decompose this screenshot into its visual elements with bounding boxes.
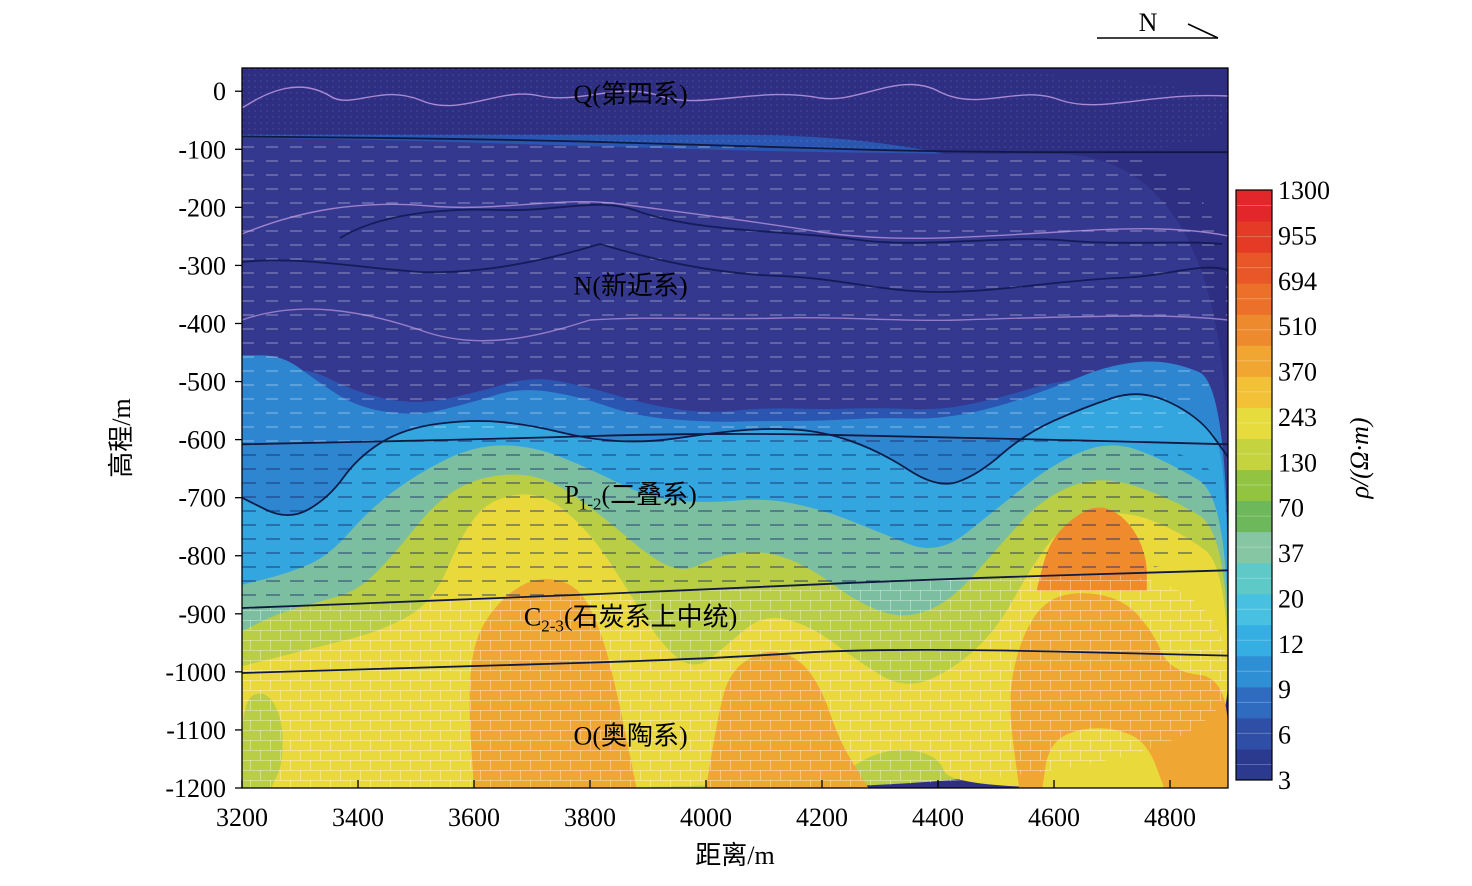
y-tick-label: -300 bbox=[178, 251, 226, 280]
north-label: N bbox=[1139, 8, 1158, 37]
north-arrow: N bbox=[1097, 8, 1219, 39]
x-tick-label: 3800 bbox=[564, 803, 616, 832]
y-tick-label: -1000 bbox=[165, 658, 226, 687]
boundary-p-c bbox=[242, 569, 1228, 609]
lithology-n bbox=[242, 136, 1228, 445]
x-tick-label: 4400 bbox=[912, 803, 964, 832]
contour-lines bbox=[242, 83, 1228, 342]
lithology-c-o bbox=[242, 574, 1228, 788]
colorbar-swatch bbox=[1236, 748, 1272, 781]
contour-line bbox=[339, 203, 1223, 245]
x-tick-label: 4800 bbox=[1144, 803, 1196, 832]
boundary-c-o bbox=[242, 648, 1228, 674]
colorbar-swatch bbox=[1236, 500, 1272, 533]
y-tick-label: -900 bbox=[178, 600, 226, 629]
y-tick-label: -800 bbox=[178, 542, 226, 571]
colorbar-swatch bbox=[1236, 283, 1272, 315]
colorbar-swatch bbox=[1236, 376, 1272, 408]
lithology-p bbox=[242, 433, 1228, 608]
colorbar-swatch bbox=[1236, 314, 1272, 346]
colorbar-swatch bbox=[1236, 438, 1272, 470]
stratum-labels: Q(第四系) N(新近系) P1-2(二叠系) C2-3(石炭系上中统) O(奥陶系) bbox=[524, 80, 737, 751]
colorbar-tick-label: 20 bbox=[1278, 585, 1304, 614]
y-tick-label: -400 bbox=[178, 309, 226, 338]
north-arrow-head bbox=[1187, 23, 1219, 39]
y-axis-label: 高程/m bbox=[107, 398, 136, 477]
colorbar-swatch bbox=[1236, 252, 1272, 284]
stratum-label: Q(第四系) bbox=[574, 80, 688, 109]
colorbar-frame bbox=[1235, 189, 1273, 781]
colorbar-tick-label: 955 bbox=[1278, 221, 1317, 250]
colorbar-swatch bbox=[1236, 717, 1272, 750]
boundary-q-n bbox=[242, 135, 1228, 154]
colorbar-tick-label: 1300 bbox=[1278, 176, 1330, 205]
y-axis: 0 -100 -200 -300 -400 -500 -600 -700 -800 -900 -10… bbox=[165, 77, 242, 803]
colorbar-swatch bbox=[1236, 221, 1272, 253]
x-axis-label: 距离/m bbox=[695, 841, 774, 870]
x-tick-label: 4000 bbox=[680, 803, 732, 832]
x-axis: 3200 3400 3600 3800 4000 4200 4400 4600 4800 bbox=[216, 780, 1196, 832]
contour-line bbox=[242, 201, 1228, 240]
y-tick-label: -100 bbox=[178, 135, 226, 164]
colorbar-tick-label: 9 bbox=[1278, 675, 1291, 704]
x-tick-label: 3200 bbox=[216, 803, 268, 832]
contour-line bbox=[242, 393, 1228, 516]
y-tick-label: -500 bbox=[178, 368, 226, 397]
plot-frame bbox=[241, 67, 1229, 789]
y-tick-label: -1200 bbox=[165, 774, 226, 803]
colorbar-swatch bbox=[1236, 531, 1272, 564]
colorbar-swatch bbox=[1236, 686, 1272, 719]
colorbar-swatch bbox=[1236, 562, 1272, 595]
y-tick-label: -200 bbox=[178, 193, 226, 222]
colorbar-swatch bbox=[1236, 190, 1272, 222]
colorbar-swatch bbox=[1236, 593, 1272, 626]
colorbar-tick-label: 70 bbox=[1278, 494, 1304, 523]
colorbar-tick-label: 12 bbox=[1278, 630, 1304, 659]
contour-line bbox=[242, 83, 1228, 109]
lithology-patterns bbox=[242, 68, 1228, 788]
plot-area: Q(第四系) N(新近系) P1-2(二叠系) C2-3(石炭系上中统) O(奥陶系) bbox=[242, 68, 1228, 788]
colorbar-tick-label: 370 bbox=[1278, 358, 1317, 387]
colorbar-tick-label: 6 bbox=[1278, 721, 1291, 750]
colorbar-tick-label: 510 bbox=[1278, 312, 1317, 341]
colorbar-swatch bbox=[1236, 407, 1272, 439]
x-tick-label: 3600 bbox=[448, 803, 500, 832]
x-tick-label: 4200 bbox=[796, 803, 848, 832]
colorbar-tick-label: 243 bbox=[1278, 403, 1317, 432]
stratum-label: N(新近系) bbox=[574, 272, 688, 301]
colorbar-swatch bbox=[1236, 345, 1272, 377]
colorbar-tick-label: 37 bbox=[1278, 539, 1304, 568]
lithology-q bbox=[242, 68, 1228, 153]
contour-line bbox=[242, 308, 1228, 342]
y-tick-label: -700 bbox=[178, 484, 226, 513]
colorbar-tick-label: 3 bbox=[1278, 766, 1291, 795]
y-tick-label: -600 bbox=[178, 426, 226, 455]
contour-line bbox=[242, 243, 1228, 293]
colorbar-swatch bbox=[1236, 655, 1272, 688]
x-tick-label: 4600 bbox=[1028, 803, 1080, 832]
stratum-label: P1-2(二叠系) bbox=[564, 481, 696, 514]
stratum-boundaries bbox=[242, 135, 1228, 674]
colorbar-tick-label: 694 bbox=[1278, 267, 1317, 296]
colorbar-label: ρ/(Ω·m) bbox=[1345, 417, 1374, 499]
stratum-label: O(奥陶系) bbox=[574, 722, 688, 751]
colorbar-swatch bbox=[1236, 624, 1272, 657]
y-tick-label: 0 bbox=[213, 77, 226, 106]
colorbar: 3 6 9 12 20 37 70 130 243 370 510 694 955 1300 bbox=[1235, 176, 1330, 795]
stratum-label: C2-3(石炭系上中统) bbox=[524, 602, 737, 635]
colorbar-swatch bbox=[1236, 469, 1272, 502]
y-tick-label: -1100 bbox=[166, 716, 226, 745]
boundary-n-p bbox=[242, 433, 1228, 446]
colorbar-tick-label: 130 bbox=[1278, 448, 1317, 477]
x-tick-label: 3400 bbox=[332, 803, 384, 832]
